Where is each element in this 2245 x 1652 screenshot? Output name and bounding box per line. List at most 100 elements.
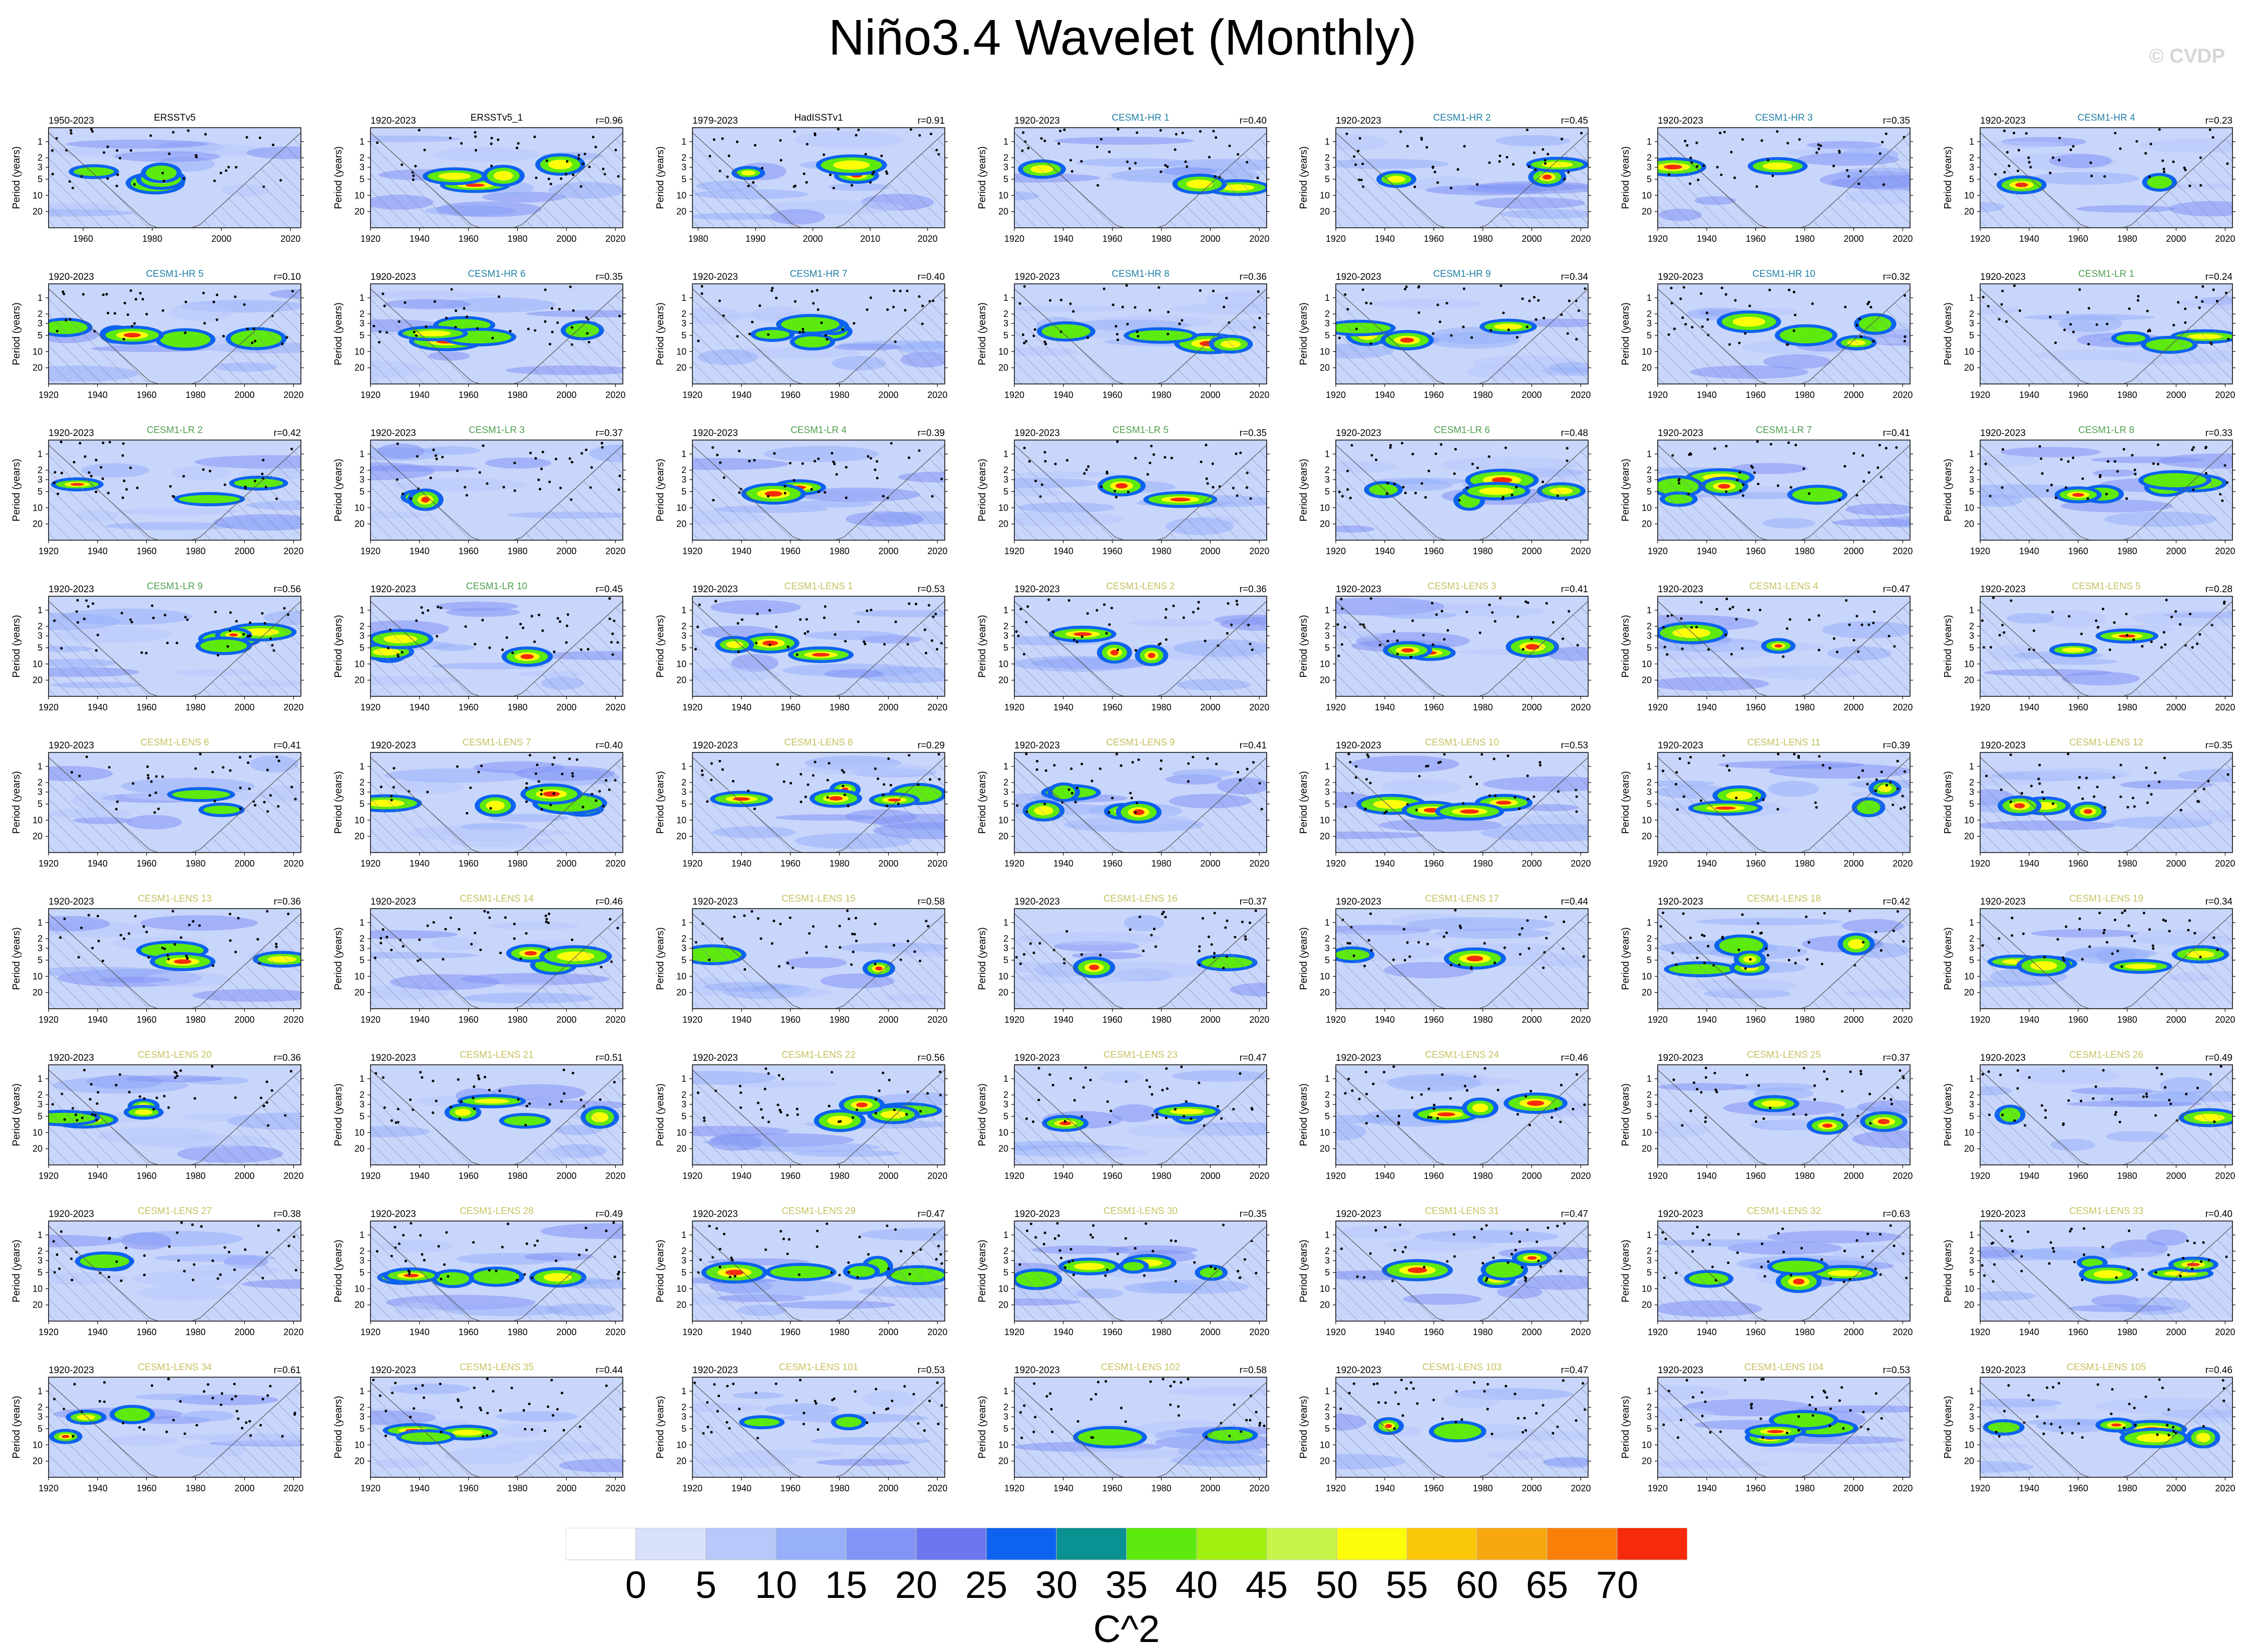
x-tick-label: 2000 bbox=[556, 702, 576, 712]
cone-of-influence bbox=[1336, 128, 1588, 228]
significance-dot bbox=[1420, 138, 1423, 141]
significance-dot bbox=[1085, 468, 1088, 471]
significance-dot bbox=[1679, 297, 1682, 300]
x-tick-label: 2020 bbox=[927, 1015, 947, 1025]
significance-dot bbox=[498, 1089, 501, 1092]
significance-dot bbox=[545, 920, 548, 923]
significance-dot bbox=[480, 764, 483, 767]
significance-dot bbox=[476, 327, 479, 330]
significance-dot bbox=[175, 1071, 178, 1074]
significance-dot bbox=[2196, 1086, 2199, 1089]
significance-dot bbox=[246, 635, 249, 638]
y-tick-label: 2 bbox=[1325, 153, 1330, 163]
power-blob bbox=[465, 183, 485, 187]
significance-dot bbox=[139, 292, 142, 295]
significance-dot bbox=[129, 618, 132, 621]
y-tick-label: 20 bbox=[354, 832, 364, 842]
cone-of-influence bbox=[1336, 440, 1588, 540]
significance-dot bbox=[779, 1108, 782, 1111]
significance-dot bbox=[739, 1106, 742, 1109]
x-tick-label: 1920 bbox=[682, 859, 702, 869]
x-tick-label: 1980 bbox=[1795, 390, 1815, 400]
significance-dot bbox=[1111, 303, 1114, 306]
x-tick-label: 1940 bbox=[1375, 1171, 1395, 1181]
significance-dot bbox=[2110, 1098, 2113, 1101]
significance-dot bbox=[1213, 956, 1216, 959]
power-blob bbox=[146, 165, 177, 181]
y-tick-label: 10 bbox=[998, 346, 1008, 356]
y-tick-label: 10 bbox=[676, 971, 686, 981]
x-tick-label: 2000 bbox=[1843, 1015, 1863, 1025]
significance-dot bbox=[1073, 1099, 1076, 1102]
significance-dot bbox=[1715, 608, 1718, 611]
significance-dot bbox=[79, 442, 82, 445]
cone-line bbox=[692, 288, 945, 384]
wavelet-panel: 1920-2023 CESM1-HR 10 r=0.3212351020Period… bbox=[1620, 269, 1913, 400]
significance-dot bbox=[1165, 1067, 1168, 1070]
significance-dot bbox=[108, 766, 111, 769]
wavelet-panel: 1920-2023 CESM1-HR 5 r=0.1012351020Period … bbox=[11, 269, 304, 400]
significance-dot bbox=[824, 334, 827, 337]
x-tick-label: 2000 bbox=[1843, 702, 1863, 712]
x-tick-label: 1940 bbox=[1053, 1171, 1073, 1181]
significance-dot bbox=[812, 925, 815, 928]
significance-dot bbox=[805, 951, 808, 954]
y-tick-label: 1 bbox=[359, 605, 364, 615]
significance-dot bbox=[525, 800, 528, 803]
y-tick-label: 2 bbox=[1325, 777, 1330, 787]
panel-frame bbox=[1980, 596, 2233, 697]
significance-dot bbox=[869, 457, 872, 460]
significance-dot bbox=[1150, 934, 1153, 937]
x-tick-label: 1940 bbox=[1375, 234, 1395, 244]
y-tick-label: 5 bbox=[681, 330, 686, 340]
y-tick-label: 20 bbox=[33, 832, 43, 842]
significance-dot bbox=[1364, 1070, 1368, 1074]
significance-dot bbox=[789, 916, 792, 919]
panel-correlation: r=0.56 bbox=[274, 584, 301, 595]
significance-dot bbox=[1566, 447, 1569, 450]
significance-dot bbox=[1111, 796, 1114, 799]
y-axis-label: Period (years) bbox=[1298, 459, 1309, 522]
significance-dot bbox=[1134, 811, 1137, 814]
significance-dot bbox=[2029, 166, 2032, 169]
cone-of-influence bbox=[49, 909, 301, 1009]
significance-dot bbox=[1136, 330, 1139, 333]
significance-dot bbox=[1855, 615, 1858, 618]
power-blob bbox=[1401, 648, 1414, 653]
power-blob bbox=[438, 172, 471, 180]
panel-name: CESM1-LENS 10 bbox=[1425, 737, 1499, 748]
significance-dot bbox=[2078, 288, 2081, 291]
significance-dot bbox=[1682, 286, 1685, 289]
significance-dot bbox=[837, 128, 840, 131]
y-tick-label: 1 bbox=[1325, 293, 1330, 303]
panel-correlation: r=0.37 bbox=[1883, 1053, 1910, 1063]
panel-name: CESM1-LENS 18 bbox=[1747, 894, 1821, 904]
significance-dot bbox=[1369, 597, 1372, 600]
significance-dot bbox=[129, 149, 133, 152]
significance-dot bbox=[444, 928, 447, 931]
panel-frame bbox=[370, 283, 623, 384]
significance-dot bbox=[442, 958, 445, 961]
panel-name: CESM1-LENS 15 bbox=[782, 894, 856, 904]
power-blob bbox=[1762, 162, 1793, 170]
panel-name: CESM1-LENS 11 bbox=[1747, 737, 1820, 748]
x-tick-label: 2020 bbox=[605, 390, 625, 400]
significance-dot bbox=[925, 920, 928, 923]
significance-dot bbox=[432, 448, 435, 452]
significance-dot bbox=[1511, 494, 1514, 497]
significance-dot bbox=[1159, 129, 1162, 132]
significance-dot bbox=[2146, 801, 2149, 804]
cone-of-influence bbox=[692, 752, 945, 853]
y-tick-label: 10 bbox=[33, 1127, 43, 1137]
y-tick-label: 10 bbox=[1642, 815, 1652, 825]
wavelet-panel: 1920-2023 CESM1-LR 7 r=0.4112351020Period … bbox=[1620, 425, 1913, 556]
significance-dot bbox=[458, 928, 461, 931]
wavelet-panel: 1920-2023 CESM1-LENS 24 r=0.4612351020Peri… bbox=[1298, 1050, 1591, 1181]
cone-of-influence bbox=[692, 440, 945, 540]
power-band bbox=[1381, 779, 1461, 795]
significance-dot bbox=[73, 461, 76, 464]
x-tick-label: 2020 bbox=[605, 234, 625, 244]
significance-dot bbox=[132, 782, 135, 785]
y-axis-label: Period (years) bbox=[1620, 615, 1631, 678]
significance-dot bbox=[1172, 604, 1175, 607]
